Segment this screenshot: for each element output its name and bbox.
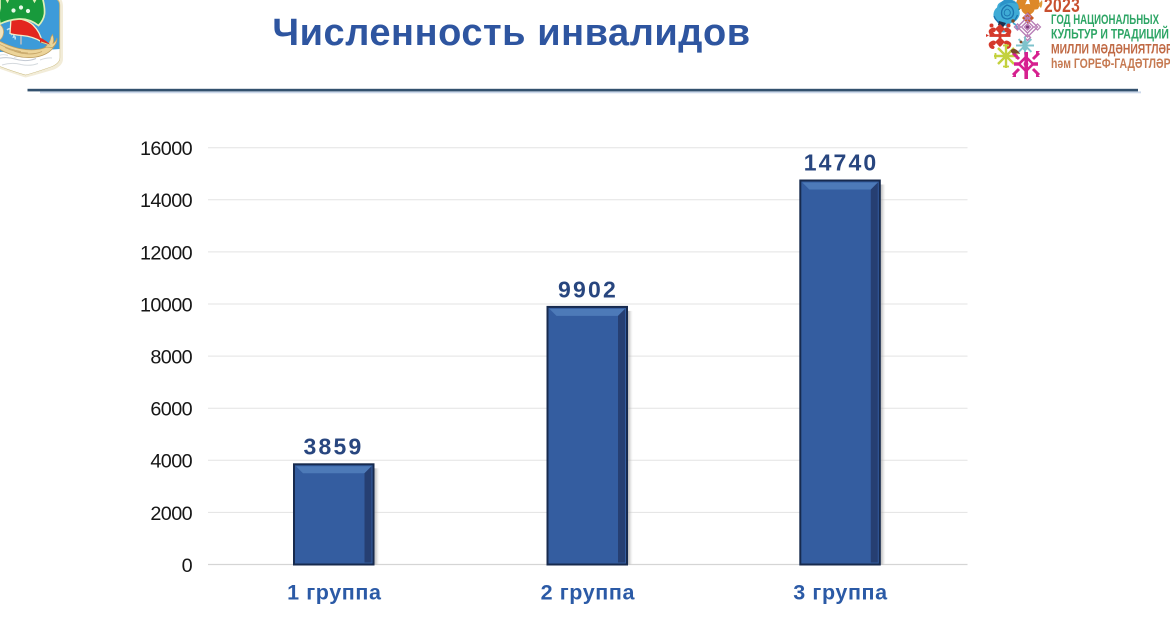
svg-text:Численность инвалидов: Численность инвалидов bbox=[272, 12, 750, 54]
svg-text:6000: 6000 bbox=[150, 399, 192, 421]
svg-text:ГОД НАЦИОНАЛЬНЫХ: ГОД НАЦИОНАЛЬНЫХ bbox=[1051, 13, 1159, 28]
svg-text:10000: 10000 bbox=[140, 294, 193, 316]
svg-text:1 группа: 1 группа bbox=[287, 580, 382, 604]
svg-text:2000: 2000 bbox=[150, 503, 192, 525]
svg-text:8000: 8000 bbox=[150, 347, 192, 369]
svg-text:14000: 14000 bbox=[140, 190, 193, 212]
svg-text:КУЛЬТУР И ТРАДИЦИЙ: КУЛЬТУР И ТРАДИЦИЙ bbox=[1051, 25, 1169, 42]
svg-text:12000: 12000 bbox=[140, 242, 193, 264]
svg-text:14740: 14740 bbox=[804, 150, 878, 176]
svg-text:3859: 3859 bbox=[304, 434, 364, 460]
svg-text:һәм ГОРЕФ-ГАДӘТЛӘР: һәм ГОРЕФ-ГАДӘТЛӘР bbox=[1051, 56, 1170, 72]
svg-text:9902: 9902 bbox=[558, 277, 618, 303]
svg-text:16000: 16000 bbox=[140, 138, 193, 160]
svg-text:2023: 2023 bbox=[1044, 0, 1080, 17]
svg-text:0: 0 bbox=[182, 555, 193, 577]
svg-text:3 группа: 3 группа bbox=[793, 580, 888, 604]
svg-text:4000: 4000 bbox=[150, 451, 192, 473]
svg-text:2 группа: 2 группа bbox=[541, 580, 636, 604]
svg-text:МИЛЛИ МӘДӘНИЯТЛӘР: МИЛЛИ МӘДӘНИЯТЛӘР bbox=[1051, 41, 1170, 57]
